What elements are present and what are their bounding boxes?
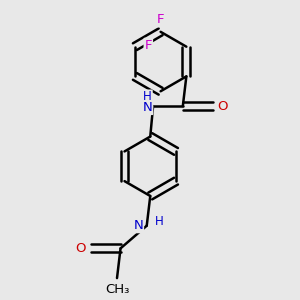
Text: F: F [145, 39, 152, 52]
Text: N: N [142, 101, 152, 114]
Text: H: H [155, 215, 164, 228]
Text: O: O [217, 100, 228, 112]
Text: O: O [76, 242, 86, 255]
Text: H: H [143, 90, 152, 104]
Text: F: F [157, 13, 164, 26]
Text: N: N [134, 219, 143, 232]
Text: CH₃: CH₃ [105, 283, 129, 296]
